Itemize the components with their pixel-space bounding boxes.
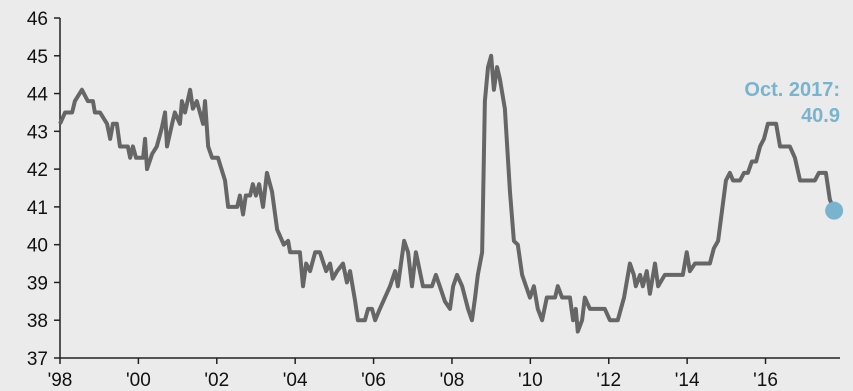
x-tick-label: '00 <box>126 370 151 391</box>
y-tick-label: 46 <box>27 9 48 30</box>
x-tick-label: '10 <box>518 370 543 391</box>
y-tick-label: 40 <box>27 236 48 257</box>
y-tick-label: 41 <box>27 198 48 219</box>
x-tick-label: '04 <box>283 370 308 391</box>
y-tick-label: 45 <box>27 47 48 68</box>
x-tick-label: '14 <box>675 370 700 391</box>
y-tick-label: 43 <box>27 122 48 143</box>
x-tick-label: '16 <box>753 370 778 391</box>
x-tick-label: '06 <box>361 370 386 391</box>
x-tick-label: '02 <box>204 370 229 391</box>
y-tick-label: 39 <box>27 273 48 294</box>
y-tick-label: 44 <box>27 85 49 106</box>
end-value-label: 40.9 <box>801 105 840 127</box>
x-tick-label: '12 <box>596 370 621 391</box>
y-tick-label: 38 <box>27 311 48 332</box>
y-tick-label: 37 <box>27 349 48 370</box>
x-tick-label: '98 <box>48 370 73 391</box>
line <box>58 53 836 334</box>
annotation: Oct. 2017: <box>744 79 840 101</box>
y-tick-label: 42 <box>27 160 48 181</box>
end-marker <box>825 201 844 220</box>
x-tick-label: '08 <box>440 370 465 391</box>
